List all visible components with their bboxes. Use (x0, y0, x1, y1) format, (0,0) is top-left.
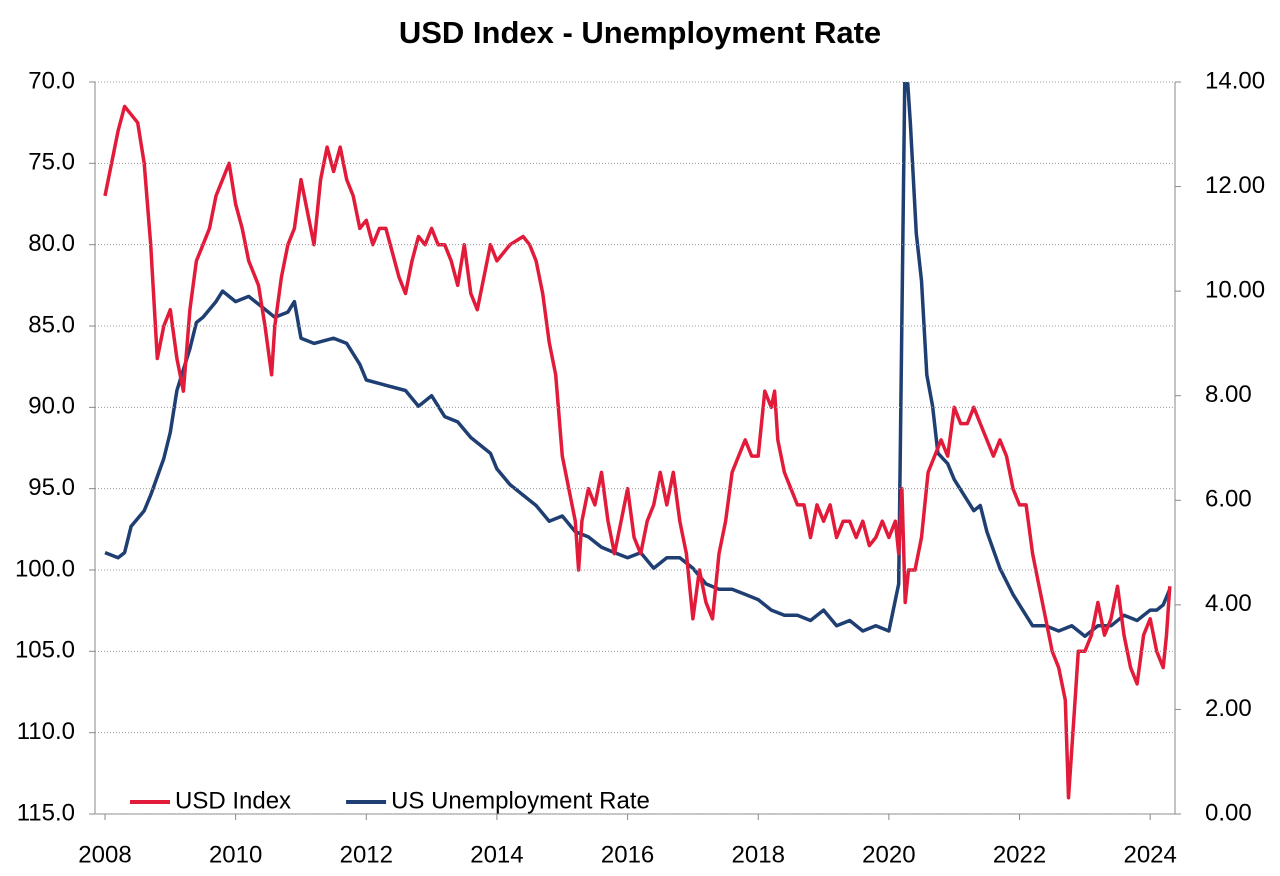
legend-label: US Unemployment Rate (391, 787, 650, 814)
x-tick-label: 2012 (340, 841, 393, 868)
y2-tick-label: 2.00 (1205, 695, 1252, 722)
y2-tick-label: 10.00 (1205, 276, 1265, 303)
x-tick-label: 2016 (601, 841, 654, 868)
series-line (104, 82, 1172, 638)
x-tick-label: 2024 (1123, 841, 1176, 868)
legend-label: USD Index (175, 787, 291, 814)
y2-tick-label: 8.00 (1205, 381, 1252, 408)
y-tick-label: 100.0 (15, 555, 75, 582)
y2-tick-label: 14.00 (1205, 67, 1265, 94)
y-tick-label: 95.0 (28, 474, 75, 501)
y2-tick-label: 12.00 (1205, 172, 1265, 199)
y-tick-label: 90.0 (28, 393, 75, 420)
series-line (103, 104, 1172, 800)
x-tick-label: 2020 (862, 841, 915, 868)
y-tick-label: 85.0 (28, 311, 75, 338)
chart-title: USD Index - Unemployment Rate (399, 15, 881, 50)
y-tick-label: 110.0 (17, 718, 75, 745)
y-tick-label: 80.0 (28, 230, 75, 257)
plot-area (103, 82, 1172, 800)
x-tick-label: 2010 (209, 841, 262, 868)
x-tick-label: 2022 (993, 841, 1046, 868)
x-tick-label: 2008 (78, 841, 131, 868)
y-tick-label: 70.0 (28, 67, 75, 94)
y-tick-label: 105.0 (15, 637, 75, 664)
y2-tick-label: 0.00 (1205, 799, 1252, 826)
y2-tick-label: 6.00 (1205, 486, 1252, 513)
x-tick-label: 2018 (732, 841, 785, 868)
y-tick-label: 75.0 (28, 149, 75, 176)
x-tick-label: 2014 (470, 841, 523, 868)
y2-tick-label: 4.00 (1205, 590, 1252, 617)
y-tick-label: 115.0 (17, 799, 75, 826)
